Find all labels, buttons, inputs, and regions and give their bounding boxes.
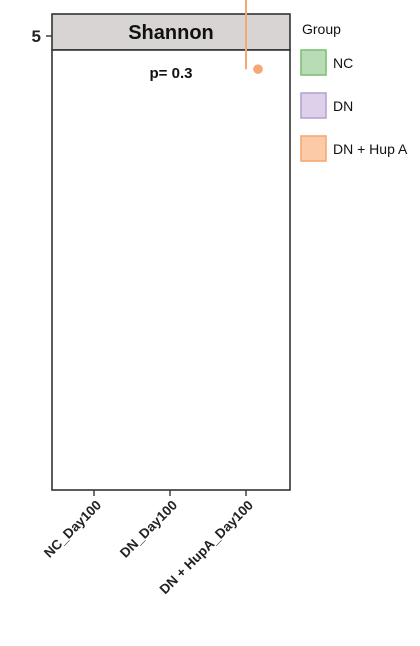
chart-title: Shannon: [128, 22, 214, 44]
facet-strip: [51, 13, 291, 51]
x-tick-label: NC_Day100: [41, 498, 104, 561]
data-point: [253, 64, 263, 74]
legend-swatch: [300, 49, 327, 76]
legend-title: Group: [302, 21, 341, 37]
x-tick-label: DN_Day100: [117, 498, 180, 561]
y-axis: 5678: [32, 27, 52, 46]
legend-label: DN: [333, 98, 353, 114]
legend-swatch: [300, 92, 327, 119]
p-value-annotation: p= 0.3: [150, 65, 193, 82]
legend-label: NC: [333, 55, 353, 71]
legend-swatch: [300, 135, 327, 162]
boxes: [245, 0, 263, 74]
box-2: [245, 0, 263, 74]
y-tick-label: 5: [32, 27, 41, 46]
plot-panel: [51, 49, 291, 491]
legend: Group NC DN DN + Hup A: [300, 21, 408, 162]
legend-label: DN + Hup A: [333, 141, 408, 157]
